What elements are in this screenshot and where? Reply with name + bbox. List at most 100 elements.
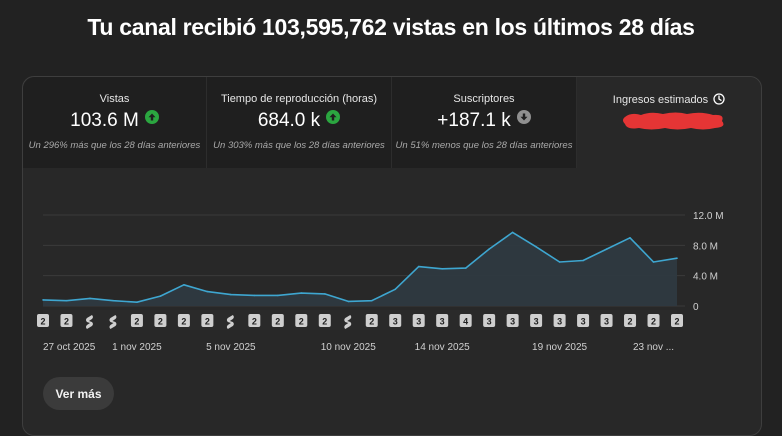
data-point: [535, 246, 537, 248]
metric-value-text: 684.0 k: [257, 110, 321, 131]
metric-tile-0[interactable]: Vistas 103.6 M Un 296% más que los 28 días…: [23, 77, 207, 168]
badge-box: [389, 314, 402, 327]
data-point: [206, 290, 209, 293]
shorts-badge[interactable]: [344, 315, 352, 329]
data-point: [300, 292, 303, 294]
badge-count: 3: [510, 317, 515, 327]
data-point: [370, 299, 373, 302]
metric-label: Suscriptores: [392, 93, 576, 105]
metric-tile-1[interactable]: Tiempo de reproducción (horas) 684.0 k Un …: [207, 77, 392, 168]
badge-count: 3: [393, 317, 398, 327]
badge-count: 2: [651, 317, 656, 327]
upload-count-badge[interactable]: 3: [412, 314, 425, 327]
shorts-badge[interactable]: [109, 315, 117, 329]
data-point: [65, 299, 68, 302]
series-area: [43, 232, 677, 306]
data-point: [89, 297, 91, 300]
upload-count-badge[interactable]: 3: [483, 314, 496, 327]
upload-count-badge[interactable]: 3: [436, 314, 449, 327]
badge-box: [483, 314, 496, 327]
upload-count-badge[interactable]: 2: [130, 314, 143, 327]
metric-comparison: Un 51% menos que los 28 días anteriores: [395, 140, 573, 151]
metric-comparison: Un 296% más que los 28 días anteriores: [28, 140, 201, 151]
badge-box: [647, 314, 660, 327]
arrow-up-icon: [144, 110, 159, 124]
badge-box: [37, 314, 49, 327]
x-tick-label: 19 nov 2025: [532, 342, 587, 353]
upload-count-badge[interactable]: 2: [201, 314, 214, 327]
data-point: [605, 248, 608, 250]
redacted-revenue: [621, 111, 727, 131]
y-tick-label: 8.0 M: [693, 241, 718, 252]
data-point: [511, 231, 514, 234]
clock-icon[interactable]: [713, 93, 725, 105]
upload-count-badge[interactable]: 2: [671, 314, 683, 327]
y-tick-label: 4.0 M: [693, 272, 718, 283]
metric-tile-2[interactable]: Suscriptores +187.1 k Un 51% menos que los…: [392, 77, 577, 168]
badge-box: [530, 314, 543, 327]
badge-count: 2: [369, 317, 374, 327]
x-tick-label: 23 nov ...: [633, 342, 674, 353]
badge-count: 2: [628, 317, 633, 327]
data-point: [183, 284, 185, 286]
badge-box: [318, 314, 331, 327]
data-point: [277, 294, 279, 297]
data-point: [253, 294, 256, 297]
upload-count-badge[interactable]: 3: [577, 314, 590, 327]
badge-box: [295, 314, 308, 327]
upload-count-badge[interactable]: 2: [37, 314, 49, 327]
see-more-button[interactable]: Ver más: [43, 377, 114, 410]
upload-count-badge[interactable]: 2: [60, 314, 73, 327]
badge-count: 2: [181, 317, 186, 327]
metric-value: 103.6 M: [23, 110, 206, 132]
data-point: [136, 301, 138, 303]
shorts-badge[interactable]: [226, 315, 234, 329]
upload-count-badge[interactable]: 2: [365, 314, 378, 327]
badge-box: [130, 314, 143, 327]
upload-count-badge[interactable]: 2: [271, 314, 284, 327]
badge-box: [600, 314, 613, 327]
x-tick-label: 10 nov 2025: [321, 342, 376, 353]
upload-count-badge[interactable]: 2: [318, 314, 331, 327]
badge-count: 2: [674, 317, 679, 327]
data-point: [394, 288, 397, 291]
data-point: [582, 259, 584, 262]
data-point: [417, 265, 420, 268]
metric-value-text: +187.1 k: [437, 110, 511, 131]
data-point: [558, 261, 561, 263]
upload-count-badge[interactable]: 2: [624, 314, 637, 327]
badge-box: [671, 314, 683, 327]
arrow-up-icon: [326, 110, 341, 124]
metric-comparison: Un 303% más que los 28 días anteriores: [213, 140, 385, 151]
upload-count-badge[interactable]: 3: [506, 314, 519, 327]
upload-count-badge[interactable]: 4: [459, 314, 472, 327]
badge-count: 2: [299, 317, 304, 327]
shorts-icon: [85, 315, 93, 329]
data-point: [629, 237, 631, 239]
shorts-icon: [226, 315, 234, 329]
upload-count-badge[interactable]: 2: [248, 314, 261, 327]
upload-count-badge[interactable]: 3: [553, 314, 566, 327]
metric-tile-3[interactable]: Ingresos estimados: [577, 77, 761, 168]
badge-box: [553, 314, 566, 327]
badge-count: 3: [604, 317, 609, 327]
x-tick-label: 1 nov 2025: [112, 342, 162, 353]
x-tick-label: 14 nov 2025: [415, 342, 470, 353]
data-point: [652, 261, 655, 263]
badge-count: 2: [134, 317, 139, 327]
badge-count: 3: [416, 317, 421, 327]
upload-count-badge[interactable]: 3: [389, 314, 402, 327]
badge-count: 3: [534, 317, 539, 327]
shorts-icon: [344, 315, 352, 329]
badge-count: 3: [581, 317, 586, 327]
shorts-badge[interactable]: [85, 315, 93, 329]
shorts-icon: [109, 315, 117, 329]
upload-count-badge[interactable]: 2: [154, 314, 167, 327]
upload-count-badge[interactable]: 3: [600, 314, 613, 327]
badge-box: [459, 314, 472, 327]
upload-count-badge[interactable]: 2: [295, 314, 308, 327]
upload-count-badge[interactable]: 2: [177, 314, 190, 327]
metric-label: Ingresos estimados: [577, 93, 761, 106]
upload-count-badge[interactable]: 2: [647, 314, 660, 327]
upload-count-badge[interactable]: 3: [530, 314, 543, 327]
